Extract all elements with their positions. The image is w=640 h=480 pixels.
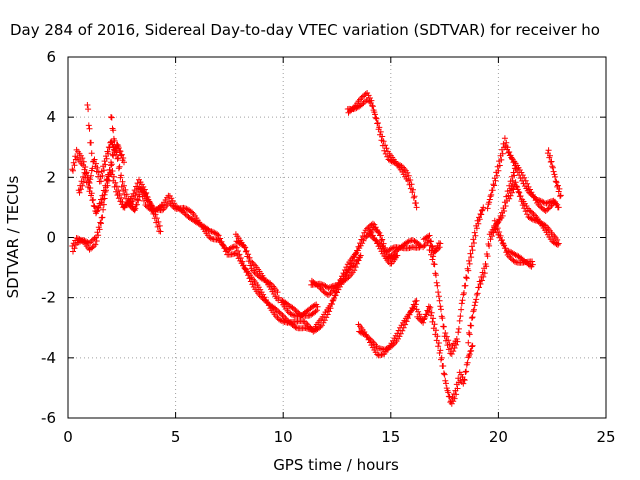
point-markers	[69, 138, 424, 335]
data-track	[75, 141, 127, 217]
y-tick-label: -4	[41, 349, 56, 367]
x-tick-label: 15	[381, 428, 400, 446]
x-tick-label: 10	[274, 428, 293, 446]
data-track	[232, 231, 282, 304]
point-markers	[69, 162, 164, 255]
data-track	[344, 90, 420, 211]
point-markers	[420, 232, 444, 256]
y-axis: -6 -4 -2 0 2 4 6	[41, 48, 606, 427]
data-track	[491, 217, 536, 270]
data-track	[355, 297, 420, 359]
y-axis-label: SDTVAR / TECUs	[4, 175, 22, 298]
data-track	[366, 227, 401, 267]
x-axis-label: GPS time / hours	[273, 456, 399, 474]
y-tick-label: 6	[46, 48, 56, 66]
point-markers	[491, 217, 536, 270]
point-markers	[308, 252, 364, 298]
data-track	[278, 297, 321, 320]
x-axis: 0 5 10 15 20 25	[63, 57, 616, 446]
y-tick-label: -6	[41, 409, 56, 427]
data-points	[69, 90, 564, 407]
y-tick-label: -2	[41, 289, 56, 307]
chart-title: Day 284 of 2016, Sidereal Day-to-day VTE…	[10, 21, 600, 39]
x-tick-label: 0	[63, 428, 73, 446]
x-tick-label: 20	[489, 428, 508, 446]
point-markers	[366, 227, 401, 267]
point-markers	[544, 147, 564, 200]
point-markers	[232, 231, 282, 304]
point-markers	[278, 297, 321, 320]
point-markers	[355, 297, 420, 359]
x-tick-label: 25	[596, 428, 615, 446]
data-track	[484, 135, 562, 214]
data-track	[544, 147, 564, 200]
data-track	[413, 303, 476, 407]
y-tick-label: 2	[46, 168, 56, 186]
x-tick-label: 5	[171, 428, 181, 446]
point-markers	[506, 179, 562, 248]
point-markers	[484, 135, 562, 214]
data-track	[108, 114, 119, 151]
point-markers	[75, 141, 127, 217]
data-track	[426, 204, 487, 357]
data-track	[420, 232, 444, 256]
data-track	[308, 252, 364, 298]
y-tick-label: 0	[46, 229, 56, 247]
point-markers	[344, 90, 420, 211]
y-tick-label: 4	[46, 108, 56, 126]
point-markers	[426, 204, 487, 357]
data-track	[69, 162, 164, 255]
point-markers	[108, 114, 119, 151]
grid	[68, 57, 606, 418]
data-track	[84, 102, 95, 157]
data-track	[69, 138, 424, 335]
point-markers	[413, 303, 476, 407]
point-markers	[84, 102, 95, 157]
data-track	[506, 179, 562, 248]
